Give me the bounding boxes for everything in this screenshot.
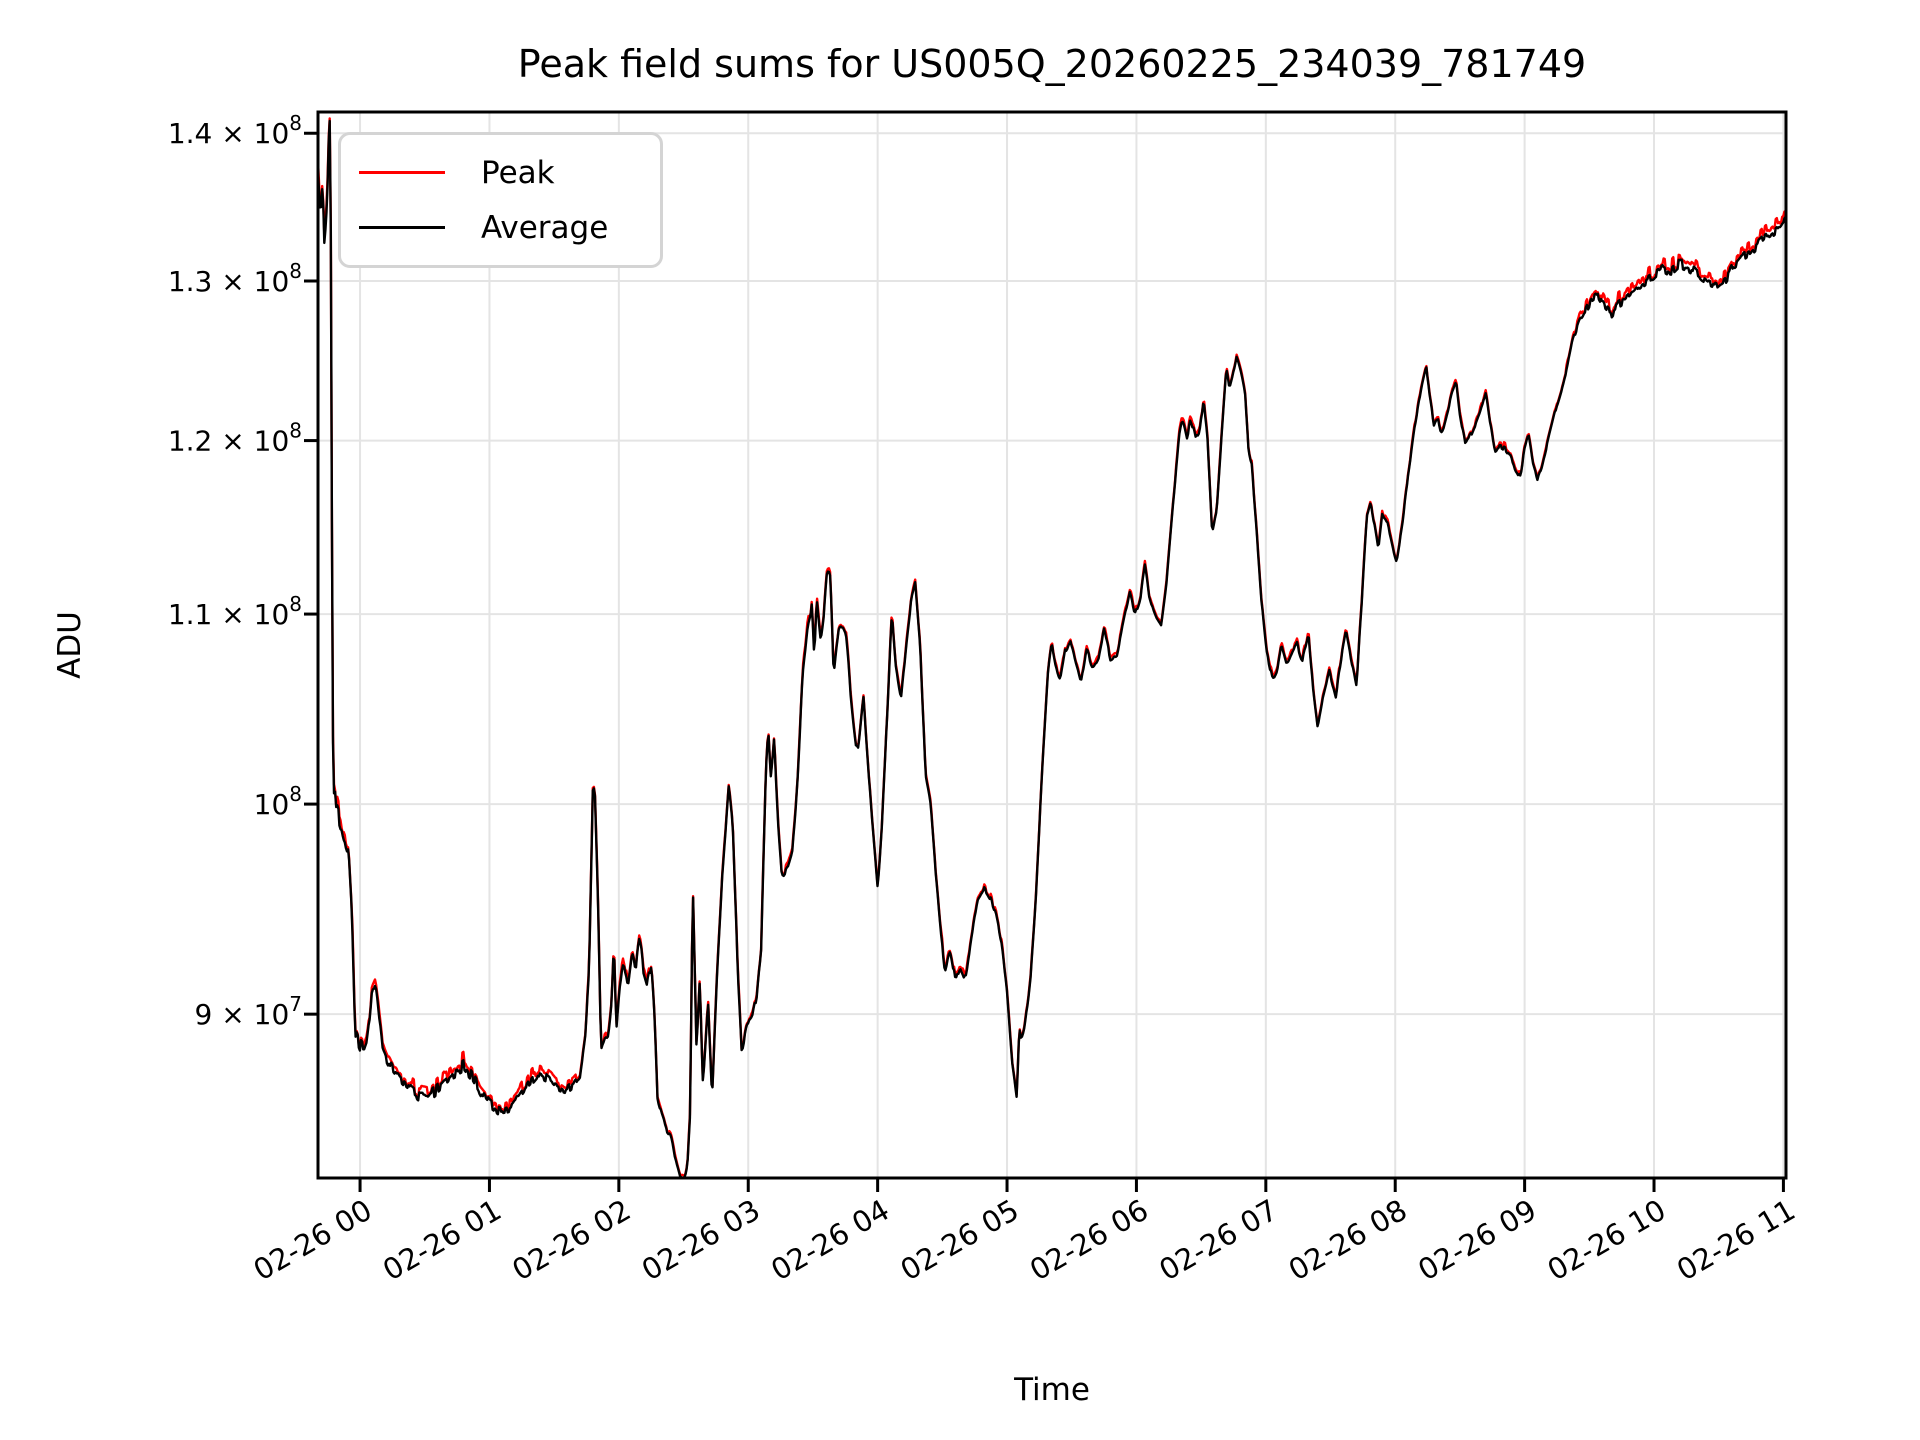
series-average-line — [318, 119, 1786, 1178]
x-tick-label: 02-26 08 — [1283, 1193, 1413, 1288]
legend-item-peak: Peak — [341, 155, 660, 191]
peak-line-sample-icon — [359, 171, 445, 174]
chart-title: Peak field sums for US005Q_20260225_2340… — [517, 42, 1587, 86]
x-tick-label: 02-26 02 — [506, 1193, 636, 1288]
x-tick-label: 02-26 03 — [636, 1193, 766, 1288]
average-line-sample-icon — [359, 226, 445, 229]
y-tick-label: 1.2 × 108 — [168, 419, 302, 458]
x-tick-label: 02-26 11 — [1671, 1193, 1801, 1288]
y-tick-label: 9 × 107 — [195, 992, 302, 1031]
x-tick-label: 02-26 07 — [1153, 1193, 1283, 1288]
x-tick-label: 02-26 10 — [1542, 1193, 1672, 1288]
x-tick-label: 02-26 04 — [765, 1193, 895, 1288]
y-axis-label: ADU — [52, 611, 88, 679]
x-tick-label: 02-26 00 — [248, 1193, 378, 1288]
y-tick-label: 1.3 × 108 — [168, 259, 302, 298]
x-tick-label: 02-26 09 — [1412, 1193, 1542, 1288]
legend-item-average: Average — [341, 210, 660, 246]
x-tick-label: 02-26 01 — [377, 1193, 507, 1288]
plot-border — [316, 110, 1788, 1180]
y-tick-label: 1.4 × 108 — [168, 111, 302, 150]
x-tick-label: 02-26 06 — [1024, 1193, 1154, 1288]
y-tick-label: 108 — [254, 782, 302, 821]
y-tick-label: 1.1 × 108 — [168, 592, 302, 631]
x-tick-label: 02-26 05 — [895, 1193, 1025, 1288]
legend-label-average: Average — [481, 209, 609, 246]
legend-label-peak: Peak — [481, 154, 555, 191]
legend: Peak Average — [338, 132, 663, 268]
x-axis-label: Time — [1014, 1372, 1090, 1408]
